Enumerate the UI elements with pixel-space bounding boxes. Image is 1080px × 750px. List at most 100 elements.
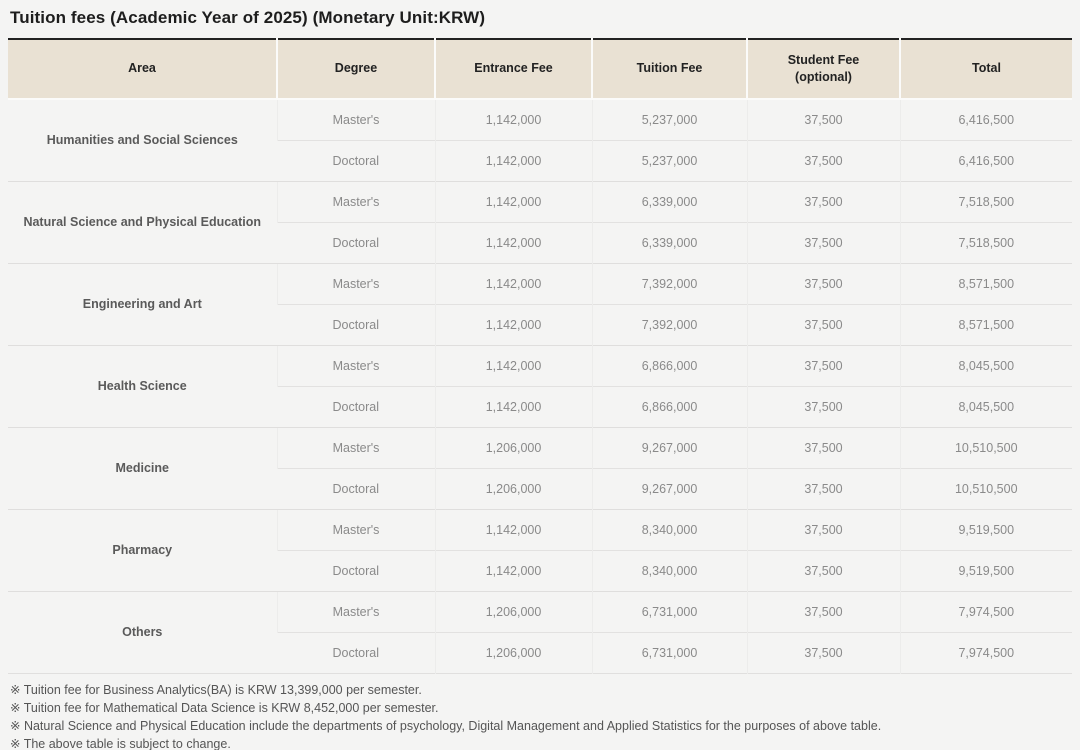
degree-cell: Doctoral xyxy=(277,467,435,509)
entrance-fee-cell: 1,142,000 xyxy=(434,344,592,386)
column-header-label: Tuition Fee xyxy=(636,61,703,76)
table-row: Pharmacy Master's 1,142,000 8,340,000 37… xyxy=(8,508,1072,591)
total-cell: 10,510,500 xyxy=(899,467,1072,509)
column-header-student-fee: Student Fee (optional) xyxy=(746,39,900,100)
table-row: Natural Science and Physical Education M… xyxy=(8,180,1072,263)
tuition-fees-table: Area Degree Entrance Fee Tuition Fee Stu… xyxy=(8,38,1072,674)
student-fee-cell: 37,500 xyxy=(746,549,900,591)
total-cell: 7,974,500 xyxy=(899,590,1072,632)
student-fee-cell: 37,500 xyxy=(746,631,900,673)
entrance-fee-cell: 1,142,000 xyxy=(434,98,592,140)
tuition-fee-cell: 6,731,000 xyxy=(591,631,747,673)
tuition-fee-cell: 6,339,000 xyxy=(591,180,747,222)
column-header-entrance-fee: Entrance Fee xyxy=(434,39,592,100)
student-fee-cell: 37,500 xyxy=(746,426,900,468)
area-cell: Health Science xyxy=(8,344,277,427)
footnote: ※ Tuition fee for Business Analytics(BA)… xyxy=(10,682,422,697)
student-fee-cell: 37,500 xyxy=(746,98,900,140)
column-header-area: Area xyxy=(8,39,277,100)
degree-cell: Doctoral xyxy=(277,221,435,263)
degree-cell: Master's xyxy=(276,180,435,222)
area-cell: Medicine xyxy=(8,426,277,509)
tuition-fee-cell: 5,237,000 xyxy=(591,139,747,181)
total-cell: 9,519,500 xyxy=(899,508,1072,550)
student-fee-cell: 37,500 xyxy=(746,180,900,222)
total-cell: 6,416,500 xyxy=(899,139,1072,181)
tuition-fee-cell: 7,392,000 xyxy=(591,303,747,345)
degree-cell: Master's xyxy=(276,590,435,632)
tuition-fee-cell: 6,731,000 xyxy=(591,590,747,632)
degree-cell: Doctoral xyxy=(277,549,435,591)
student-fee-cell: 37,500 xyxy=(746,221,900,263)
table-row: Doctoral 1,206,000 6,731,000 37,500 7,97… xyxy=(8,631,1072,673)
area-cell: Pharmacy xyxy=(8,508,277,591)
column-header-label: Entrance Fee xyxy=(474,61,553,76)
column-header-label: Student Fee xyxy=(787,52,860,67)
entrance-fee-cell: 1,142,000 xyxy=(434,221,592,263)
entrance-fee-cell: 1,206,000 xyxy=(434,467,592,509)
table-row: Others Master's 1,206,000 6,731,000 37,5… xyxy=(8,590,1072,673)
student-fee-cell: 37,500 xyxy=(746,590,900,632)
tuition-fee-cell: 8,340,000 xyxy=(591,508,747,550)
tuition-fee-cell: 6,866,000 xyxy=(591,385,747,427)
table-row: Doctoral 1,142,000 7,392,000 37,500 8,57… xyxy=(8,303,1072,345)
table-row: Humanities and Social Sciences Master's … xyxy=(8,98,1072,181)
entrance-fee-cell: 1,142,000 xyxy=(434,180,592,222)
student-fee-cell: 37,500 xyxy=(746,344,900,386)
degree-cell: Doctoral xyxy=(277,631,435,673)
tuition-fee-cell: 7,392,000 xyxy=(591,262,747,304)
total-cell: 8,045,500 xyxy=(899,344,1072,386)
tuition-fee-cell: 6,866,000 xyxy=(591,344,747,386)
entrance-fee-cell: 1,142,000 xyxy=(434,385,592,427)
total-cell: 8,045,500 xyxy=(899,385,1072,427)
entrance-fee-cell: 1,142,000 xyxy=(434,508,592,550)
total-cell: 7,518,500 xyxy=(899,180,1072,222)
degree-cell: Doctoral xyxy=(277,303,435,345)
area-cell: Others xyxy=(8,590,277,673)
column-header-label: Total xyxy=(972,61,1001,76)
total-cell: 6,416,500 xyxy=(899,98,1072,140)
student-fee-cell: 37,500 xyxy=(746,385,900,427)
total-cell: 7,974,500 xyxy=(899,631,1072,673)
degree-cell: Doctoral xyxy=(277,139,435,181)
entrance-fee-cell: 1,142,000 xyxy=(434,262,592,304)
entrance-fee-cell: 1,206,000 xyxy=(434,590,592,632)
entrance-fee-cell: 1,142,000 xyxy=(434,303,592,345)
tuition-fee-cell: 9,267,000 xyxy=(591,467,747,509)
table-row: Doctoral 1,142,000 8,340,000 37,500 9,51… xyxy=(8,549,1072,591)
student-fee-cell: 37,500 xyxy=(746,262,900,304)
column-header-sublabel: (optional) xyxy=(795,70,852,84)
area-cell: Engineering and Art xyxy=(8,262,277,345)
area-cell: Natural Science and Physical Education xyxy=(8,180,277,263)
table-header-row: Area Degree Entrance Fee Tuition Fee Stu… xyxy=(8,39,1072,100)
tuition-fee-cell: 6,339,000 xyxy=(591,221,747,263)
footnote: ※ Tuition fee for Mathematical Data Scie… xyxy=(10,700,439,715)
total-cell: 8,571,500 xyxy=(899,262,1072,304)
total-cell: 8,571,500 xyxy=(899,303,1072,345)
entrance-fee-cell: 1,206,000 xyxy=(434,631,592,673)
page-title: Tuition fees (Academic Year of 2025) (Mo… xyxy=(10,8,486,27)
footnote: ※ The above table is subject to change. xyxy=(10,736,231,750)
total-cell: 7,518,500 xyxy=(899,221,1072,263)
student-fee-cell: 37,500 xyxy=(746,139,900,181)
column-header-degree: Degree xyxy=(276,39,435,100)
entrance-fee-cell: 1,206,000 xyxy=(434,426,592,468)
student-fee-cell: 37,500 xyxy=(746,467,900,509)
table-row: Engineering and Art Master's 1,142,000 7… xyxy=(8,262,1072,345)
degree-cell: Master's xyxy=(276,98,435,140)
degree-cell: Doctoral xyxy=(277,385,435,427)
table-row: Doctoral 1,142,000 6,866,000 37,500 8,04… xyxy=(8,385,1072,427)
student-fee-cell: 37,500 xyxy=(746,508,900,550)
degree-cell: Master's xyxy=(276,426,435,468)
table-row: Doctoral 1,142,000 5,237,000 37,500 6,41… xyxy=(8,139,1072,181)
column-header-tuition-fee: Tuition Fee xyxy=(591,39,747,100)
footnotes: ※ Tuition fee for Business Analytics(BA)… xyxy=(10,681,1080,750)
tuition-fee-cell: 9,267,000 xyxy=(591,426,747,468)
column-header-label: Area xyxy=(128,61,156,76)
tuition-fee-cell: 5,237,000 xyxy=(591,98,747,140)
column-header-total: Total xyxy=(899,39,1072,100)
entrance-fee-cell: 1,142,000 xyxy=(434,549,592,591)
footnote: ※ Natural Science and Physical Education… xyxy=(10,718,882,733)
tuition-fee-cell: 8,340,000 xyxy=(591,549,747,591)
